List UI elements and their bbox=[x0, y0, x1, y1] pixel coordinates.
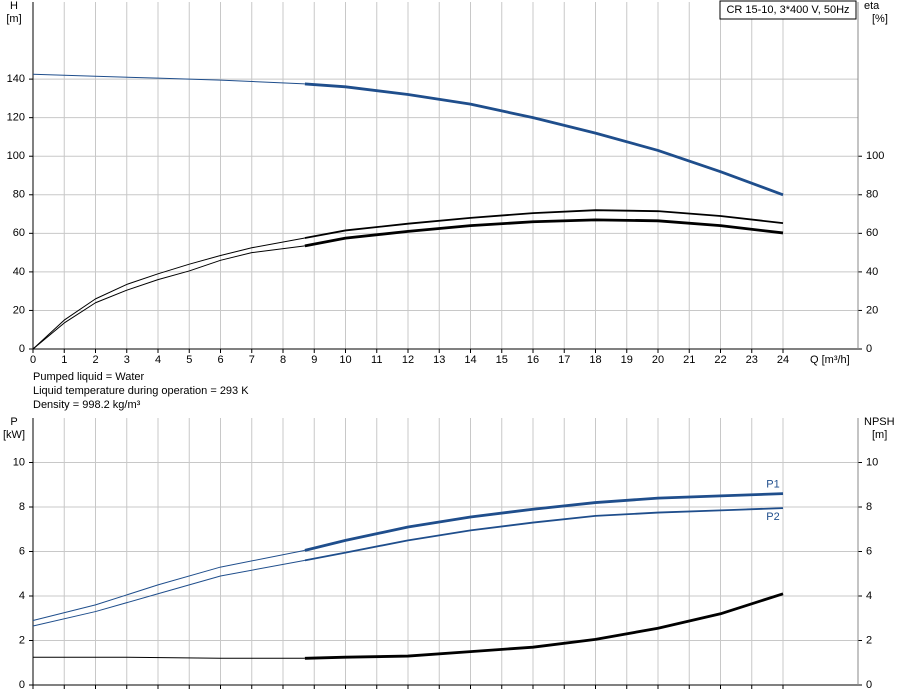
y2-tick-label: 0 bbox=[866, 343, 872, 355]
x-tick-label: 20 bbox=[652, 354, 664, 366]
y2-label: eta bbox=[864, 0, 880, 12]
x-tick-label: 21 bbox=[683, 354, 695, 366]
y-tick-label: 120 bbox=[7, 112, 25, 124]
y2-tick-label: 2 bbox=[866, 634, 872, 646]
x-tick-label: 12 bbox=[402, 354, 414, 366]
curve bbox=[304, 507, 784, 562]
note: Density = 998.2 kg/m³ bbox=[33, 399, 141, 411]
y2-tick-label: 60 bbox=[866, 227, 878, 239]
x-label: Q [m³/h] bbox=[810, 354, 850, 366]
y2-tick-label: 8 bbox=[866, 501, 872, 513]
y2-tick-label: 80 bbox=[866, 189, 878, 201]
note: Pumped liquid = Water bbox=[33, 371, 145, 383]
y-unit: [kW] bbox=[3, 429, 25, 441]
x-tick-label: 23 bbox=[746, 354, 758, 366]
y-label: H bbox=[10, 0, 18, 12]
y-tick-label: 100 bbox=[7, 150, 25, 162]
x-tick-label: 5 bbox=[186, 354, 192, 366]
x-tick-label: 4 bbox=[155, 354, 161, 366]
x-tick-label: 2 bbox=[92, 354, 98, 366]
y2-tick-label: 4 bbox=[866, 590, 872, 602]
y-tick-label: 20 bbox=[13, 304, 25, 316]
y-unit: [m] bbox=[6, 13, 21, 25]
y-label: P bbox=[10, 416, 17, 428]
x-tick-label: 13 bbox=[433, 354, 445, 366]
x-tick-label: 9 bbox=[311, 354, 317, 366]
x-tick-label: 14 bbox=[464, 354, 476, 366]
curve bbox=[304, 218, 784, 248]
x-tick-label: 17 bbox=[558, 354, 570, 366]
y-tick-label: 0 bbox=[19, 679, 25, 691]
y-tick-label: 8 bbox=[19, 501, 25, 513]
y-tick-label: 6 bbox=[19, 545, 25, 557]
curve-label: P2 bbox=[766, 511, 779, 523]
y-tick-label: 40 bbox=[13, 266, 25, 278]
curve bbox=[33, 656, 305, 659]
x-tick-label: 6 bbox=[217, 354, 223, 366]
curve bbox=[304, 82, 784, 197]
y-tick-label: 60 bbox=[13, 227, 25, 239]
y-tick-label: 10 bbox=[13, 456, 25, 468]
note: Liquid temperature during operation = 29… bbox=[33, 385, 249, 397]
x-tick-label: 24 bbox=[777, 354, 789, 366]
y-tick-label: 0 bbox=[19, 343, 25, 355]
x-tick-label: 16 bbox=[527, 354, 539, 366]
curve bbox=[304, 492, 784, 552]
y-tick-label: 80 bbox=[13, 189, 25, 201]
y2-tick-label: 0 bbox=[866, 679, 872, 691]
y-tick-label: 4 bbox=[19, 590, 25, 602]
y2-unit: [%] bbox=[872, 13, 888, 25]
curve bbox=[32, 237, 305, 350]
y2-unit: [m] bbox=[872, 429, 887, 441]
title-box bbox=[719, 0, 857, 20]
y2-label: NPSH bbox=[864, 416, 895, 428]
curve bbox=[304, 209, 784, 239]
x-tick-label: 19 bbox=[621, 354, 633, 366]
chart-title: CR 15-10, 3*400 V, 50Hz bbox=[726, 4, 849, 16]
x-tick-label: 8 bbox=[280, 354, 286, 366]
x-tick-label: 3 bbox=[124, 354, 130, 366]
curve bbox=[32, 245, 305, 350]
x-tick-label: 10 bbox=[339, 354, 351, 366]
x-tick-label: 11 bbox=[371, 354, 382, 366]
y-tick-label: 2 bbox=[19, 634, 25, 646]
x-tick-label: 1 bbox=[61, 354, 67, 366]
curve bbox=[32, 559, 305, 627]
x-tick-label: 0 bbox=[30, 354, 36, 366]
x-tick-label: 15 bbox=[496, 354, 508, 366]
curve bbox=[304, 592, 784, 660]
curve bbox=[32, 549, 305, 621]
y2-tick-label: 40 bbox=[866, 266, 878, 278]
y-tick-label: 140 bbox=[7, 73, 25, 85]
x-tick-label: 18 bbox=[589, 354, 601, 366]
y2-tick-label: 10 bbox=[866, 456, 878, 468]
x-tick-label: 7 bbox=[249, 354, 255, 366]
y2-tick-label: 20 bbox=[866, 304, 878, 316]
x-tick-label: 22 bbox=[714, 354, 726, 366]
curve-label: P1 bbox=[766, 479, 779, 491]
curve bbox=[32, 73, 305, 85]
y2-tick-label: 100 bbox=[866, 150, 884, 162]
y2-tick-label: 6 bbox=[866, 545, 872, 557]
